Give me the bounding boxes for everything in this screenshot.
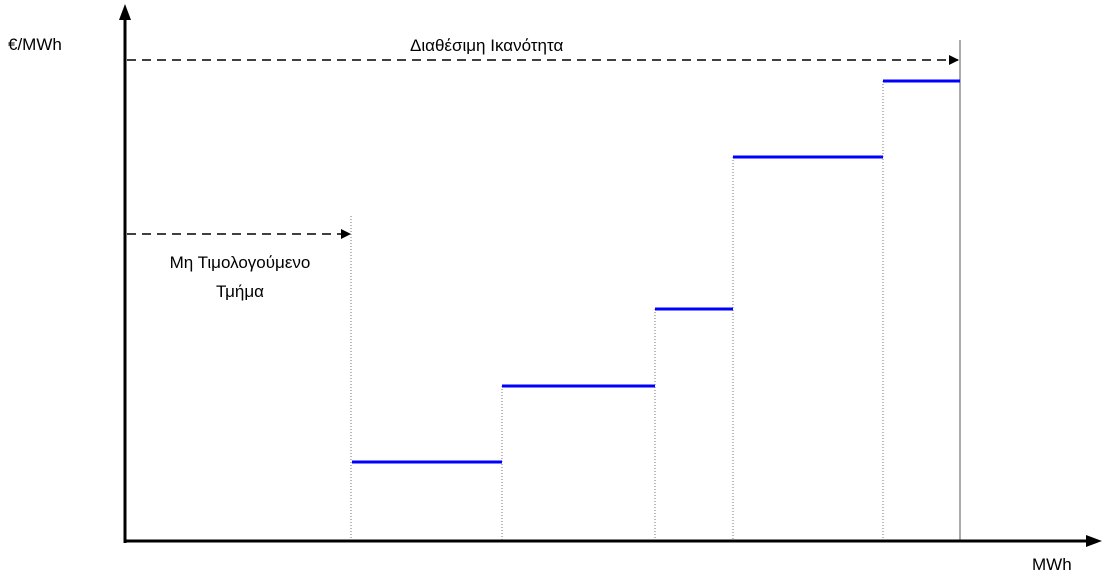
axes	[119, 4, 1102, 547]
price-steps	[352, 79, 960, 464]
x-axis-label: MWh	[1032, 555, 1072, 574]
step-boundary-guides	[350, 81, 884, 541]
non-priced-label-line2: Τμήμα	[216, 282, 264, 301]
available-capacity-label: Διαθέσιμη Ικανότητα	[410, 36, 563, 55]
y-axis-arrowhead	[119, 4, 131, 20]
non-priced-label-line1: Μη Τιμολογούμενο	[170, 253, 311, 272]
y-axis-label: €/MWh	[8, 35, 62, 54]
x-axis-arrowhead	[1086, 535, 1102, 547]
